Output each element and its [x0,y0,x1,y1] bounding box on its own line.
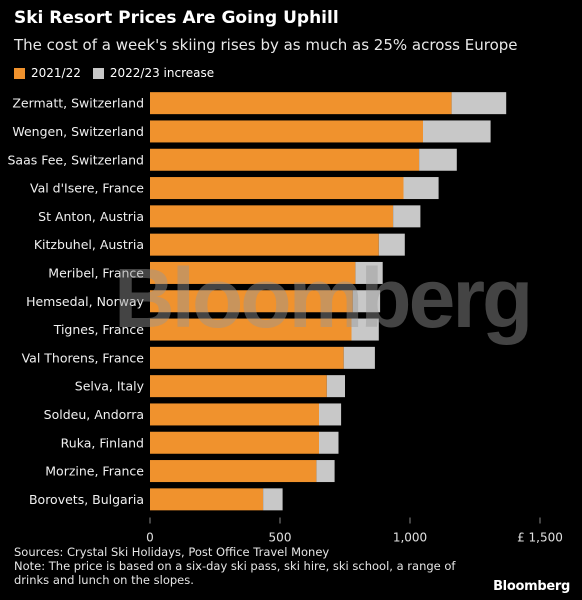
bar-increase [326,375,345,398]
category-label: Saas Fee, Switzerland [8,152,145,167]
category-label: Tignes, France [53,322,145,337]
legend-item-increase: 2022/23 increase [92,66,215,80]
category-label: Ruka, Finland [61,435,144,450]
bar-increase [423,120,491,143]
bar-increase [378,233,405,256]
bloomberg-watermark: Bloomberg [114,251,533,345]
category-label: Val Thorens, France [22,350,145,365]
bar-increase [351,318,379,341]
bar-increase [343,346,375,369]
bar-2021-22 [150,148,420,171]
chart-notes: Sources: Crystal Ski Holidays, Post Offi… [14,545,484,587]
category-label: Meribel, France [48,265,144,280]
category-label: Selva, Italy [75,379,145,394]
bar-2021-22 [150,92,452,115]
sources-text: Sources: Crystal Ski Holidays, Post Offi… [14,545,330,559]
bar-2021-22 [150,233,379,256]
category-label: Zermatt, Switzerland [12,96,144,111]
bar-increase [451,92,507,115]
category-label: Val d'Isere, France [30,181,144,196]
chart-subtitle: The cost of a week's skiing rises by as … [14,36,518,54]
bar-increase [403,177,439,200]
bar-increase [393,205,421,228]
bar-2021-22 [150,318,352,341]
category-label: Wengen, Switzerland [12,124,144,139]
bar-2021-22 [150,261,356,284]
bar-2021-22 [150,205,394,228]
bar-increase [355,261,383,284]
bar-2021-22 [150,346,344,369]
bar-chart: 0 500 1,000 £ 1,500 Zermatt, Switzerland Weng… [8,92,563,545]
category-label: Kitzbuhel, Austria [34,237,144,252]
x-tick-label: 0 [146,531,154,545]
legend-swatch-2021-22 [14,67,25,79]
bar-increase [263,488,283,511]
bar-increase [352,290,381,313]
bar-increase [319,403,342,426]
category-label: Hemsedal, Norway [26,294,145,309]
bar-2021-22 [150,290,353,313]
chart-title: Ski Resort Prices Are Going Uphill [14,8,339,28]
legend: 2021/22 2022/23 increase [14,66,226,80]
category-label: Morzine, France [45,464,144,479]
x-tick-label: 500 [269,531,292,545]
note-text: Note: The price is based on a six-day sk… [14,559,456,587]
legend-swatch-increase [92,67,104,79]
category-label: St Anton, Austria [38,209,144,224]
bar-2021-22 [150,177,404,200]
bar-2021-22 [150,431,319,454]
bar-increase [419,148,457,171]
category-label: Borovets, Bulgaria [29,492,144,507]
x-tick-label: 1,000 [393,531,427,545]
bar-increase [316,460,335,483]
category-label: Soldeu, Andorra [44,407,144,422]
bar-increase [319,431,339,454]
legend-label-increase: 2022/23 increase [109,66,215,80]
x-tick-label: £ 1,500 [517,531,563,545]
legend-label-2021-22: 2021/22 [31,66,81,80]
legend-item-2021-22: 2021/22 [14,66,81,80]
bar-2021-22 [150,403,319,426]
bar-2021-22 [150,488,264,511]
bar-2021-22 [150,120,423,143]
bloomberg-logo: Bloomberg [493,579,570,594]
bar-2021-22 [150,375,327,398]
bar-2021-22 [150,460,317,483]
